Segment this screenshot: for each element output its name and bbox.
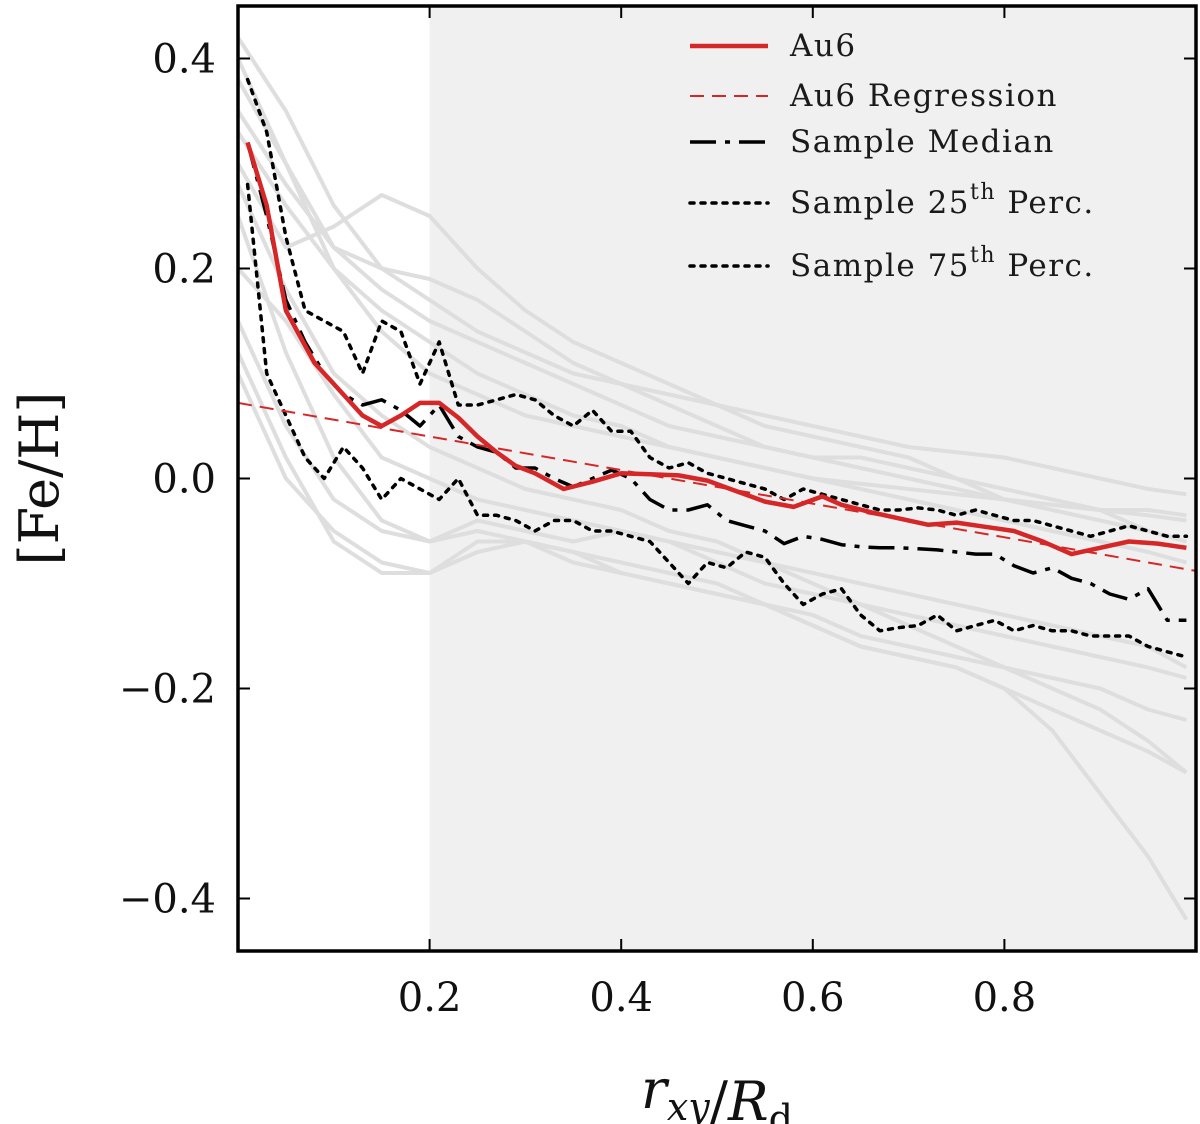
x-tick-label: 0.6: [781, 975, 845, 1021]
background-line-12: [238, 183, 1188, 775]
y-tick-label: −0.4: [119, 877, 216, 923]
background-line-7: [238, 109, 1187, 518]
axes: 0.2 0.4 0.6 0.8 0.4 0.2 0.0 −0.2 −0.4 rxy/Rd [Fe/H…: [8, 4, 1198, 1124]
background-line-4: [238, 267, 1188, 670]
legend-label-3: Sample Median: [790, 124, 1055, 160]
background-line-9: [238, 78, 1187, 544]
plot-area: [238, 6, 1196, 951]
x-axis-label: rxy/Rd: [641, 1058, 793, 1124]
background-line-3: [238, 162, 1187, 544]
x-tick-label: 0.2: [398, 975, 462, 1021]
y-tick-label: 0.2: [152, 247, 216, 293]
background-line-6: [238, 215, 1189, 921]
series-au6-regression: [238, 401, 1196, 572]
legend-label-1: Au6: [789, 28, 857, 64]
background-line-10: [238, 351, 1187, 722]
series-sample-25th-perc: [245, 182, 1189, 659]
legend-label-5: Sample 75th Perc.: [790, 243, 1095, 284]
x-tick-label: 0.8: [973, 975, 1037, 1021]
series-au6: [245, 141, 1187, 557]
series-sample-75th-perc: [245, 77, 1189, 539]
y-tick-label: 0.4: [152, 37, 216, 83]
background-line-11: [238, 130, 1187, 565]
series-sample-median: [245, 142, 1187, 623]
x-tick-label: 0.4: [589, 975, 653, 1021]
legend: Au6 Au6 Regression Sample Median Sample 25t…: [688, 28, 1095, 284]
legend-label-4: Sample 25th Perc.: [790, 180, 1095, 221]
y-axis-label: [Fe/H]: [8, 392, 71, 566]
background-line-8: [238, 320, 1187, 680]
legend-label-2: Au6 Regression: [789, 78, 1058, 114]
y-tick-label: −0.2: [119, 667, 216, 713]
y-tick-label: 0.0: [152, 457, 216, 503]
